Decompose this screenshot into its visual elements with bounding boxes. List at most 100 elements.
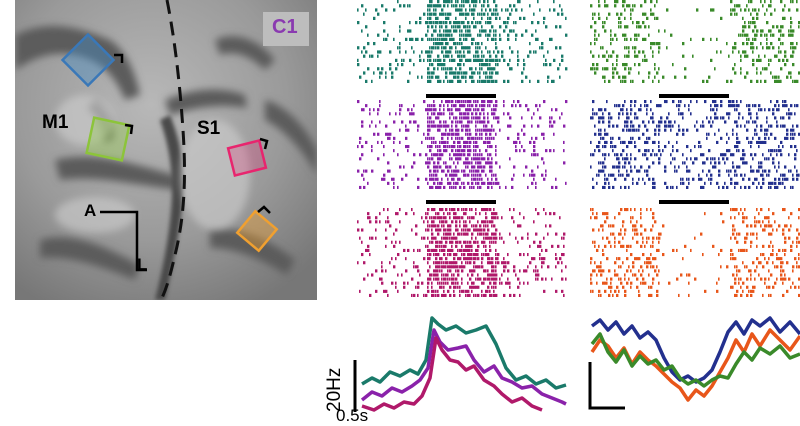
spike-mark [792,79,794,83]
spike-mark [790,25,792,29]
spike-mark [449,67,452,71]
spike-mark [608,293,611,297]
spike-mark [626,25,629,29]
spike-mark [491,108,493,112]
spike-mark [598,244,600,248]
spike-mark [465,108,468,112]
spike-mark [750,21,752,25]
spike-mark [614,269,616,273]
spike-mark [435,108,437,112]
spike-mark [525,104,528,108]
spike-mark [433,153,436,157]
spike-mark [475,0,478,4]
spike-mark [738,248,740,252]
spike-mark [626,248,628,252]
spike-mark [736,269,738,273]
spike-mark [471,173,473,177]
spike-mark [453,261,456,265]
spike-mark [381,281,384,285]
spike-mark [604,75,606,79]
spike-mark [786,224,788,228]
spike-mark [634,128,636,132]
spike-mark [756,185,758,189]
spike-mark [457,50,459,54]
spike-mark [704,289,707,293]
spike-mark [483,224,485,228]
spike-mark [555,257,558,261]
spike-mark [515,149,518,153]
spike-mark [449,165,452,169]
spike-mark [618,257,621,261]
spike-mark [690,100,692,104]
spike-mark [610,285,613,289]
spike-mark [435,37,437,41]
spike-mark [463,12,465,16]
spike-mark [485,58,488,62]
spike-mark [774,8,776,12]
spike-mark [483,240,486,244]
spike-mark [780,261,783,265]
spike-mark [624,165,626,169]
spike-mark [449,248,452,252]
spike-mark [748,140,750,144]
spike-mark [495,132,497,136]
spike-mark [441,265,444,269]
spike-mark [688,177,690,181]
spike-mark [796,240,798,244]
spike-mark [555,253,557,257]
spike-mark [485,289,488,293]
spike-mark [680,181,682,185]
spike-mark [644,153,647,157]
spike-mark [658,29,660,33]
spike-mark [377,157,380,161]
spike-mark [780,257,783,261]
spike-mark [782,16,785,20]
spike-mark [443,169,445,173]
spike-mark [505,261,507,265]
spike-mark [485,46,487,50]
spike-mark [746,161,748,165]
spike-mark [676,149,679,153]
spike-mark [756,132,758,136]
spike-mark [481,165,483,169]
spike-mark [385,71,387,75]
spike-mark [750,289,753,293]
spike-mark [634,273,637,277]
spike-mark [467,116,470,120]
spike-mark [676,132,679,136]
spike-mark [559,63,561,67]
spike-mark [736,149,738,153]
spike-mark [728,54,730,58]
spike-mark [596,173,598,177]
spike-mark [491,161,493,165]
spike-mark [774,220,776,224]
spike-mark [483,232,485,236]
spike-mark [463,104,466,108]
spike-mark [778,177,781,181]
spike-mark [724,120,727,124]
spike-mark [389,169,391,173]
spike-mark [628,46,630,50]
spike-mark [435,224,437,228]
spike-mark [640,4,643,8]
spike-mark [469,120,471,124]
spike-mark [479,157,481,161]
spike-mark [465,220,467,224]
spike-mark [493,104,495,108]
spike-mark [726,157,729,161]
spike-mark [598,16,601,20]
spike-mark [770,124,773,128]
spike-mark [393,37,395,41]
spike-mark [549,149,552,153]
spike-mark [754,33,757,37]
spike-mark [752,50,754,54]
spike-mark [648,71,651,75]
spike-mark [638,71,640,75]
spike-mark [439,112,442,116]
spike-mark [465,228,467,232]
spike-mark [702,120,704,124]
spike-mark [489,240,491,244]
spike-mark [774,177,777,181]
spike-mark [620,208,623,212]
raster-blue [590,100,800,189]
